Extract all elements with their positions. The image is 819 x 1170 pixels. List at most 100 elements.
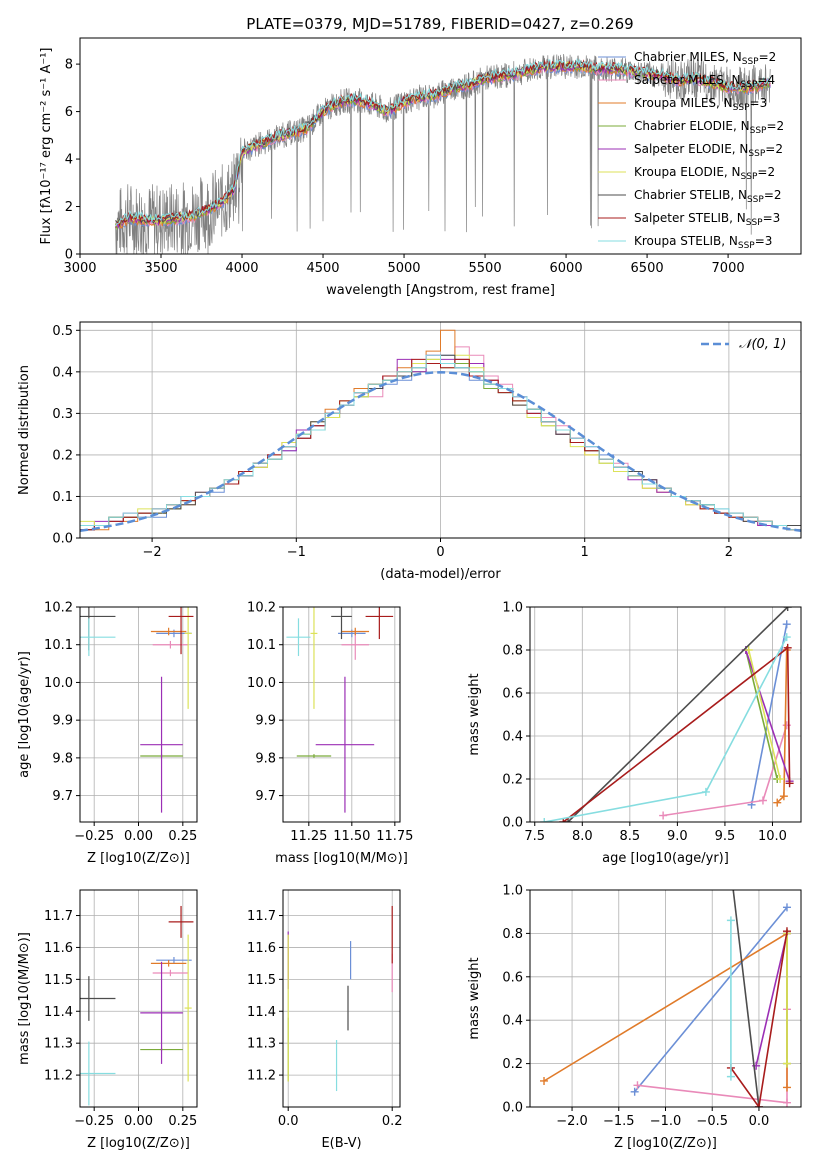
y-tick-label: 0.2	[502, 1057, 523, 1072]
legend-label-sub: SSP	[750, 126, 767, 136]
y-tick-label: 11.3	[247, 1037, 276, 1052]
model-line-salpeter-stelib	[115, 59, 771, 228]
y-tick-label: 0.5	[52, 324, 73, 339]
weight-point	[782, 927, 791, 936]
weight-point	[773, 798, 782, 807]
y-tick-label: 0.4	[502, 1014, 523, 1029]
weight-line-6	[567, 607, 789, 822]
legend-label: Chabrier STELIB, NSSP=2	[634, 188, 782, 205]
x-tick-label: 9.5	[715, 829, 736, 844]
y-axis-label: mass [log10(M/M⊙)]	[17, 932, 32, 1065]
y-tick-label: 0.4	[502, 730, 523, 745]
x-tick-label: 0.0	[278, 1114, 299, 1129]
panel-weight-vs-Z: −2.0 −1.5 −1.0 −0.5 0.0 0.0 0.2 0.4 0.6 0.8 1.0 Z […	[467, 884, 802, 1151]
legend-label-tail: =3	[755, 234, 773, 248]
weight-point	[783, 607, 792, 611]
y-tick-label: 11.5	[44, 973, 73, 988]
y-tick-label: 0.6	[502, 687, 523, 702]
weight-line-2	[776, 649, 788, 804]
y-tick-label: 0.8	[502, 644, 523, 659]
y-tick-label: 6	[65, 105, 73, 120]
legend-label-sub: SSP	[741, 80, 758, 90]
x-tick-label: 0.25	[168, 1114, 197, 1129]
y-tick-label: 10.0	[247, 676, 276, 691]
x-tick-label: 11.25	[290, 829, 327, 844]
legend-label-main: Chabrier STELIB, N	[634, 188, 747, 202]
x-axis-label: Z [log10(Z/Z⊙)]	[87, 1136, 190, 1151]
x-tick-label: 7000	[712, 261, 745, 276]
x-axis-label: age [log10(age/yr)]	[602, 851, 729, 866]
weight-point	[559, 818, 568, 822]
legend-label-main: Kroupa MILES, N	[634, 96, 733, 110]
plot-marks	[115, 53, 771, 254]
x-tick-label: 8.0	[572, 829, 593, 844]
x-tick-label: 5500	[469, 261, 502, 276]
legend-label: Kroupa ELODIE, NSSP=2	[634, 165, 775, 182]
legend-label: Chabrier MILES, NSSP=2	[634, 50, 776, 67]
x-tick-label: −2.0	[556, 1114, 588, 1129]
x-tick-label: 3000	[63, 261, 96, 276]
y-tick-label: 9.7	[52, 789, 73, 804]
weight-point	[785, 779, 794, 788]
legend-label-sub: SSP	[738, 241, 755, 251]
y-tick-label: 11.5	[247, 973, 276, 988]
legend-label-main: Kroupa STELIB, N	[634, 234, 738, 248]
legend-label-main: Salpeter STELIB, N	[634, 211, 746, 225]
y-tick-label: 0.2	[502, 773, 523, 788]
y-tick-label: 8	[65, 58, 73, 73]
x-tick-label: 0.0	[749, 1114, 770, 1129]
weight-point	[540, 1076, 549, 1085]
y-axis-label: Normed distribution	[17, 365, 32, 495]
legend-label-sub: SSP	[742, 57, 759, 67]
y-tick-label: 11.4	[247, 1005, 276, 1020]
x-axis-label: Z [log10(Z/Z⊙)]	[87, 851, 190, 866]
legend-label-tail: =2	[766, 119, 784, 133]
y-tick-label: 10.1	[44, 638, 73, 653]
y-tick-label: 0.8	[502, 927, 523, 942]
x-tick-label: 10.0	[758, 829, 787, 844]
x-tick-label: −0.25	[74, 829, 114, 844]
x-tick-label: 7.5	[524, 829, 545, 844]
y-axis-label: Flux [fλ10⁻¹⁷ erg cm⁻² s⁻¹ A⁻¹]	[39, 48, 54, 245]
y-tick-label: 2	[65, 200, 73, 215]
x-tick-label: 0	[436, 545, 444, 560]
x-axis-label: E(B-V)	[321, 1136, 361, 1151]
x-tick-label: 4000	[225, 261, 258, 276]
y-tick-label: 11.2	[44, 1069, 73, 1084]
weight-point	[701, 787, 710, 796]
legend-label-tail: =2	[757, 165, 775, 179]
plot-marks	[80, 607, 194, 813]
weight-point	[754, 1103, 763, 1107]
axes-frame	[529, 606, 802, 823]
weight-point	[782, 903, 791, 912]
plot-marks	[286, 607, 394, 813]
legend-label-main: Kroupa ELODIE, N	[634, 165, 741, 179]
weight-line-7	[730, 931, 788, 1107]
weight-line-4	[745, 649, 791, 782]
y-tick-label: 0.2	[52, 448, 73, 463]
x-axis-label: (data-model)/error	[380, 567, 501, 582]
x-tick-label: 0.00	[124, 829, 153, 844]
weight-line-7	[562, 646, 791, 822]
x-tick-label: 3500	[144, 261, 177, 276]
legend-label: Salpeter STELIB, NSSP=3	[634, 211, 780, 228]
plot-marks	[540, 607, 794, 822]
panel-age-vs-Z: −0.25 0.00 0.25 9.7 9.8 9.9 10.0 10.1 10.2 Z [log…	[17, 601, 198, 866]
weight-point	[726, 1072, 735, 1081]
legend-label-tail: =4	[757, 73, 775, 87]
y-tick-label: 9.9	[52, 714, 73, 729]
weight-line-0	[634, 906, 788, 1093]
legend-label-main: Chabrier MILES, N	[634, 50, 742, 64]
x-axis-label: Z [log10(Z/Z⊙)]	[614, 1136, 717, 1151]
x-tick-label: 1	[581, 545, 589, 560]
legend-label: Kroupa MILES, NSSP=3	[634, 96, 767, 113]
legend-label-tail: =3	[750, 96, 768, 110]
legend-label: Salpeter ELODIE, NSSP=2	[634, 142, 783, 159]
legend-label-sub: SSP	[741, 172, 758, 182]
x-tick-label: 4500	[306, 261, 339, 276]
model-line-kroupa-stelib	[115, 57, 771, 227]
x-tick-label: 2	[725, 545, 733, 560]
weight-point	[659, 811, 668, 820]
